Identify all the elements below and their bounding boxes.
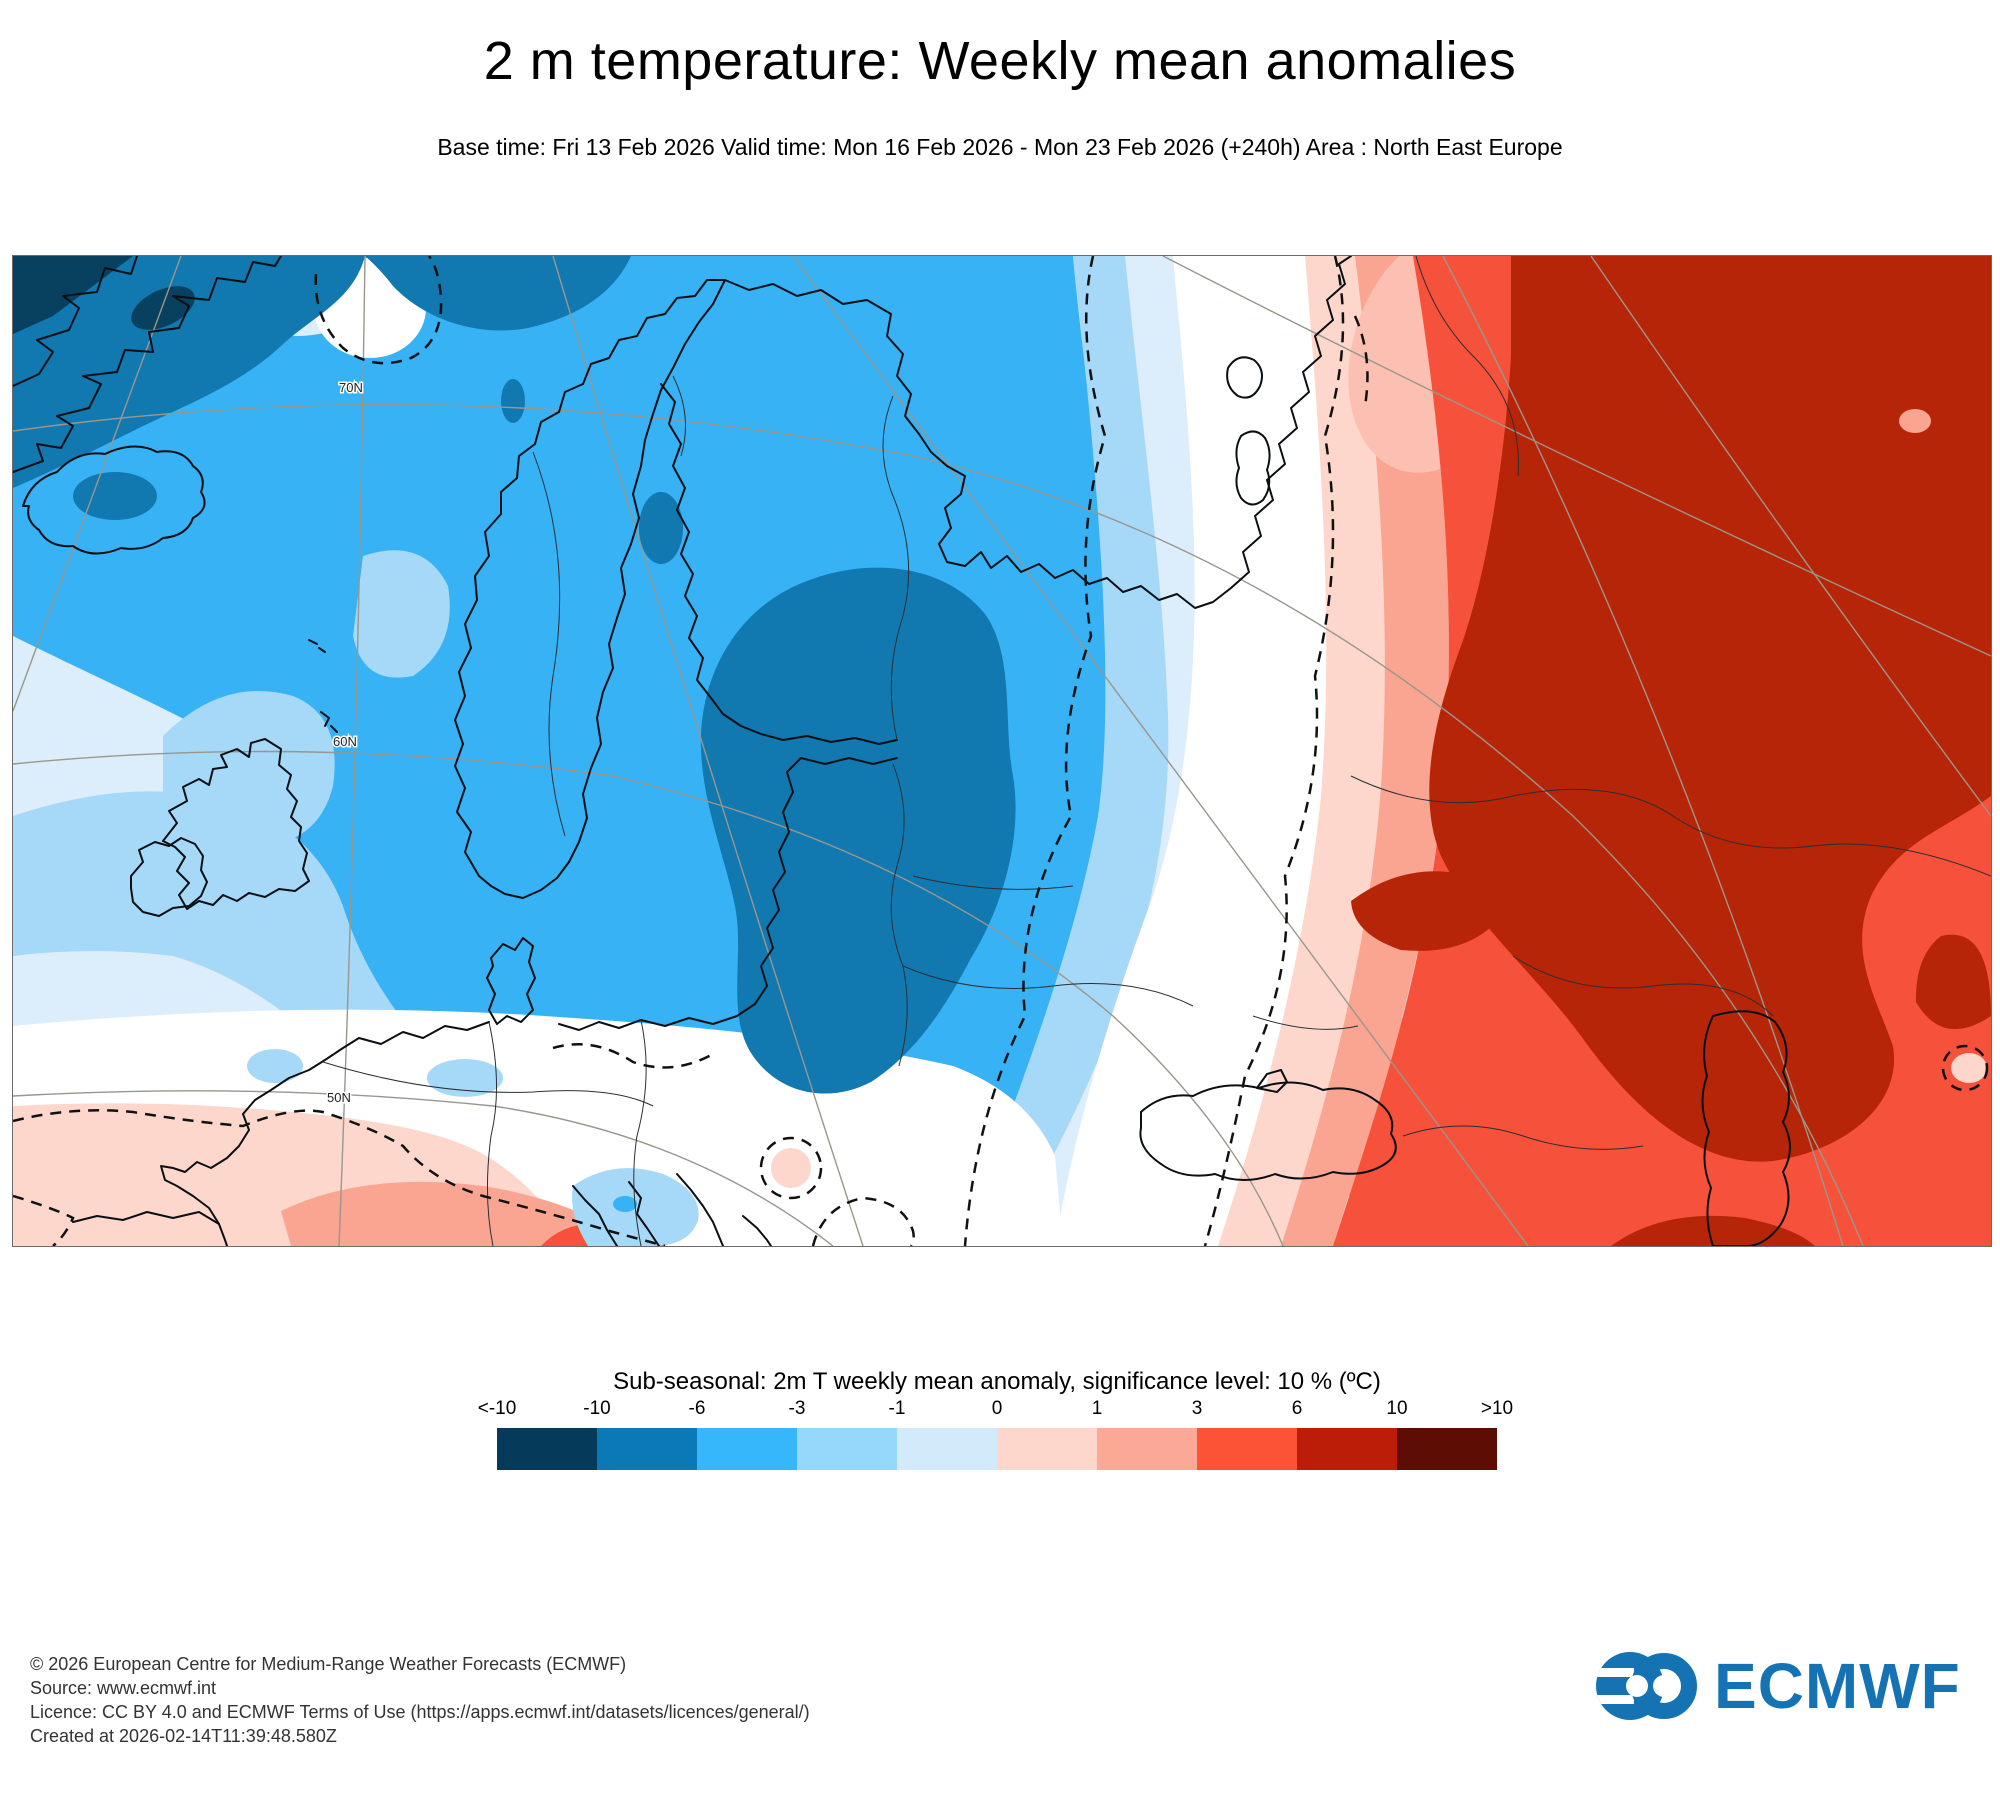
hot-region-ne [1429, 256, 1991, 1162]
blue-patch-lowcountries [247, 1049, 303, 1083]
colorbar-segment [597, 1428, 697, 1470]
verycold-baltic-blob [700, 567, 1016, 1094]
colorbar-segment [1197, 1428, 1297, 1470]
colorbar-segment [797, 1428, 897, 1470]
copyright-line: © 2026 European Centre for Medium-Range … [30, 1654, 627, 1674]
colorbar-segment [497, 1428, 597, 1470]
salmon-band [1281, 256, 1449, 1246]
licence-line: Licence: CC BY 4.0 and ECMWF Terms of Us… [30, 1702, 810, 1722]
salmon-bottom-left [281, 1181, 638, 1246]
attribution-footer: © 2026 European Centre for Medium-Range … [30, 1652, 810, 1748]
colorbar-tick-labels: <-10 -10 -6 -3 -1 0 1 3 6 10 >10 [478, 1398, 1513, 1422]
colorbar-segment [897, 1428, 997, 1470]
hot-right-edge [1915, 934, 1991, 1030]
pink-band [1218, 256, 1389, 1246]
colorbar-tick-label: -1 [888, 1398, 906, 1419]
colorbar-tick-label: -3 [788, 1398, 806, 1419]
salmon-dot-ne [1899, 409, 1931, 433]
cold-band-light [961, 256, 1169, 1246]
legend-title: Sub-seasonal: 2m T weekly mean anomaly, … [613, 1368, 1381, 1395]
colorbar-segment [1097, 1428, 1197, 1470]
country-borders [322, 256, 1991, 1246]
verycold-iceland-core [73, 472, 157, 520]
anomaly-map-canvas: 70N 60N 50N [13, 256, 1991, 1246]
lat-label-60n: 60N [333, 734, 357, 749]
verycold-bothnia-spot [639, 492, 683, 564]
colorbar-tick-label: 1 [1091, 1398, 1103, 1419]
colorbar-segment [697, 1428, 797, 1470]
colorbar [497, 1428, 1497, 1470]
colorbar-tick-label: -10 [583, 1398, 611, 1419]
verycold-greenland [13, 256, 365, 488]
pink-spot-balkans [771, 1148, 811, 1188]
verycold-tongue-top [365, 256, 631, 331]
blue-patch-germany [427, 1059, 503, 1097]
colorbar-tick-label: -6 [688, 1398, 706, 1419]
colorbar-segment [997, 1428, 1097, 1470]
ecmwf-logo-text: ECMWF [1714, 1650, 1961, 1722]
verycold-norway-spot [501, 379, 525, 423]
colorbar-tick-label: 6 [1291, 1398, 1303, 1419]
significance-contours [13, 256, 1989, 1246]
hot-bottom-strip [1611, 1215, 1815, 1246]
lat-label-70n: 70N [339, 380, 363, 395]
source-line: Source: www.ecmwf.int [30, 1678, 217, 1698]
colorbar-tick-label: 10 [1386, 1398, 1408, 1419]
ecmwf-logo: ECMWF [1592, 1646, 1961, 1726]
colorbar-tick-label: 0 [991, 1398, 1003, 1419]
pink-pocket-right-edge [1951, 1053, 1987, 1083]
page-title: 2 m temperature: Weekly mean anomalies [483, 31, 1517, 91]
anomaly-map: 70N 60N 50N [12, 255, 1992, 1247]
colorbar-tick-label: <-10 [477, 1398, 517, 1419]
colorbar-segment [1397, 1428, 1497, 1470]
colorbar-tick-label: >10 [1480, 1398, 1514, 1419]
forecast-time-line: Base time: Fri 13 Feb 2026 Valid time: M… [437, 134, 1563, 160]
coastlines [13, 256, 1791, 1246]
colorbar-tick-label: 3 [1191, 1398, 1203, 1419]
created-line: Created at 2026-02-14T11:39:48.580Z [30, 1726, 337, 1746]
colorbar-segment [1297, 1428, 1397, 1470]
light-blue-patch-norwegian-sea [353, 550, 450, 678]
lat-label-50n: 50N [327, 1090, 351, 1105]
ecmwf-logo-icon [1596, 1652, 1697, 1720]
hot-tongue-west [1351, 871, 1515, 951]
blue-dot-alps [613, 1196, 637, 1212]
